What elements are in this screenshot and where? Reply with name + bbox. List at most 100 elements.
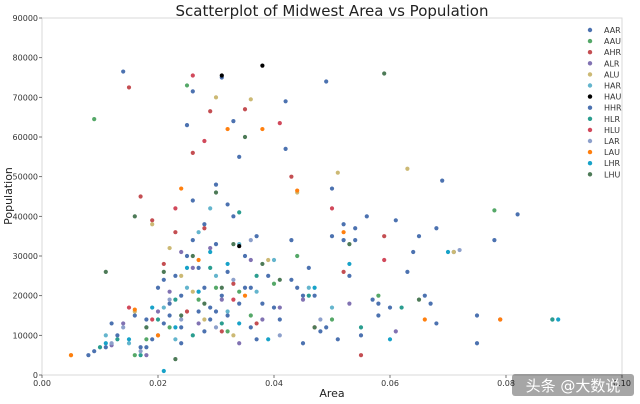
- data-point: [492, 208, 497, 213]
- legend-marker: [587, 61, 593, 66]
- data-point: [428, 301, 433, 306]
- legend-item-alu: ALU: [587, 70, 620, 79]
- data-point: [260, 261, 265, 267]
- data-point: [202, 285, 207, 290]
- data-point: [260, 301, 265, 306]
- data-point: [318, 329, 323, 334]
- data-point: [219, 329, 224, 334]
- data-point: [150, 305, 155, 310]
- data-point: [445, 249, 451, 255]
- data-point: [416, 297, 422, 302]
- data-point: [254, 273, 259, 278]
- data-point: [161, 277, 166, 282]
- data-point: [277, 277, 282, 282]
- legend-label: HAU: [604, 93, 621, 102]
- data-point: [184, 285, 190, 290]
- data-point: [219, 293, 224, 298]
- legend-item-aar: AAR: [587, 26, 621, 35]
- watermark-text: 头条 @大数说: [526, 377, 621, 395]
- data-point: [184, 253, 190, 259]
- data-point: [271, 257, 277, 263]
- data-point: [213, 242, 219, 247]
- data-point: [295, 188, 300, 193]
- legend: AAR AAU AHR ALR ALU HAR HAU HHR HLR HLU LAR LAU LHR L…: [587, 26, 622, 179]
- legend-marker: [587, 50, 593, 55]
- data-point: [335, 170, 340, 175]
- data-point: [341, 230, 346, 235]
- legend-label: LHR: [604, 159, 620, 168]
- data-point: [347, 242, 352, 247]
- data-point: [179, 249, 184, 255]
- data-point: [434, 226, 439, 231]
- data-point: [283, 146, 288, 151]
- data-point: [515, 212, 520, 217]
- data-point: [103, 269, 108, 274]
- series-aau: [92, 83, 497, 358]
- data-point: [167, 289, 172, 294]
- data-point: [190, 265, 195, 270]
- data-point: [231, 281, 236, 286]
- data-point: [422, 317, 427, 322]
- data-point: [109, 341, 114, 346]
- data-point: [260, 63, 265, 68]
- data-point: [208, 245, 213, 251]
- data-point: [277, 121, 282, 126]
- data-point: [225, 261, 230, 267]
- data-point: [179, 273, 184, 278]
- legend-label: LAU: [604, 148, 620, 157]
- data-point: [196, 257, 201, 263]
- y-tick-label: 0: [33, 371, 38, 380]
- data-point: [179, 293, 184, 298]
- legend-item-lar: LAR: [587, 137, 620, 146]
- data-point: [121, 321, 126, 326]
- data-point: [184, 83, 190, 88]
- legend-marker: [587, 116, 593, 122]
- data-point: [231, 277, 236, 282]
- data-point: [225, 329, 230, 334]
- legend-marker: [587, 38, 593, 44]
- data-point: [179, 341, 184, 346]
- series-lhu: [103, 71, 422, 362]
- data-point: [306, 293, 311, 298]
- series-ahr: [126, 85, 503, 358]
- data-point: [387, 305, 393, 310]
- data-point: [190, 289, 195, 294]
- data-point: [121, 69, 126, 74]
- data-point: [347, 273, 352, 278]
- data-point: [161, 368, 166, 374]
- data-point: [184, 123, 190, 128]
- data-point: [190, 198, 195, 203]
- data-point: [266, 273, 271, 278]
- data-point: [144, 337, 149, 342]
- data-point: [196, 289, 201, 294]
- data-point: [416, 234, 422, 239]
- data-point: [382, 234, 387, 239]
- data-point: [231, 119, 236, 124]
- legend-label: LHU: [604, 170, 620, 179]
- data-point: [167, 297, 172, 302]
- data-point: [295, 253, 300, 259]
- data-point: [161, 261, 166, 267]
- data-point: [266, 337, 271, 342]
- data-point: [411, 249, 416, 255]
- data-point: [248, 257, 253, 263]
- data-point: [393, 329, 398, 334]
- y-tick-label: 50000: [13, 173, 38, 182]
- data-point: [353, 226, 358, 231]
- y-tick-label: 30000: [13, 252, 38, 261]
- data-point: [213, 309, 219, 314]
- data-point: [144, 353, 149, 358]
- data-point: [109, 321, 114, 326]
- data-point: [179, 317, 184, 322]
- data-point: [103, 341, 108, 346]
- data-point: [213, 190, 219, 195]
- data-point: [277, 305, 282, 310]
- data-point: [399, 305, 404, 310]
- series-hlr: [97, 210, 555, 358]
- data-point: [260, 317, 265, 322]
- legend-marker: [587, 127, 593, 133]
- data-point: [347, 261, 352, 267]
- data-point: [196, 265, 201, 270]
- data-point: [213, 273, 219, 278]
- data-point: [405, 166, 410, 171]
